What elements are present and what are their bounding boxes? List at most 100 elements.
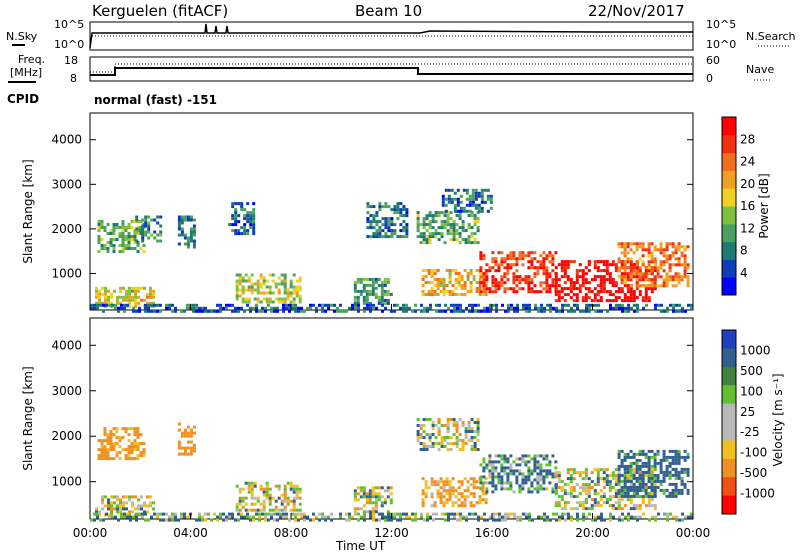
x-tick-label: 16:00 [475,526,510,540]
velocity-region [177,422,196,456]
velocity-colorbar-tick: 1000 [740,343,771,357]
x-tick-label: 08:00 [274,526,309,540]
velocity-colorbar-segment [722,330,736,349]
velocity-region [95,495,155,517]
power-colorbar-tick: 8 [740,244,748,258]
power-colorbar-segment [722,241,736,260]
power-colorbar-segment [722,152,736,171]
velocity-colorbar-tick: -1000 [740,487,775,501]
velocity-colorbar-segment [722,385,736,405]
power-region [617,242,690,288]
beam-title: Beam 10 [355,2,422,20]
power-region [554,260,657,303]
power-colorbar-segment [722,134,736,154]
power-ytick-label: 3000 [51,177,82,191]
power-colorbar-segment [722,277,736,296]
power-colorbar-segment [722,188,736,207]
velocity-colorbar-label: Velocity [m s⁻¹] [771,373,785,466]
cpid-value: normal (fast) -151 [94,93,217,107]
noise-left-tick-bottom: 10^0 [54,38,84,51]
freq-left-tick-bottom: 8 [70,72,77,85]
power-colorbar-tick: 20 [740,177,755,191]
velocity-panel: 1000 2000 3000 4000 Slant Range [km] [21,317,694,522]
velocity-colorbar-tick: 100 [740,384,763,398]
x-tick-label: 20:00 [575,526,610,540]
power-colorbar-frame [721,116,737,296]
freq-label-line1: Freq. [18,53,45,66]
power-colorbar-label: Power [dB] [757,173,771,238]
velocity-region [235,481,302,512]
velocity-region [479,454,558,494]
freq-right-tick-bottom: 0 [706,72,713,85]
power-colorbar-tick: 16 [740,199,755,213]
x-tick-label: 00:00 [676,526,711,540]
freq-left-tick-top: 18 [64,54,78,67]
nave-trace [90,63,693,73]
date-title: 22/Nov/2017 [588,2,685,20]
velocity-colorbar-segment [722,440,736,460]
noise-right-tick-top: 10^5 [706,18,736,31]
power-region [353,277,393,305]
power-colorbar-segment [722,223,736,243]
freq-right-tick-top: 60 [706,54,720,67]
velocity-colorbar-segment [722,495,736,515]
velocity-colorbar-tick: -500 [740,466,767,480]
velocity-colorbar-tick: 500 [740,364,763,378]
power-ytick-label: 2000 [51,222,82,236]
velocity-colorbar-tick: -100 [740,446,767,460]
velocity-region [421,477,488,508]
power-colorbar: 4 8 12 16 20 24 28 Power [dB] [721,116,771,296]
velocity-y-axis-title: Slant Range [km] [21,366,35,470]
power-ytick-label: 4000 [51,133,82,147]
velocity-region [617,449,690,498]
power-region [177,215,196,249]
velocity-colorbar-tick: 25 [740,405,755,419]
power-colorbar-tick: 4 [740,266,748,280]
velocity-ytick-label: 3000 [51,384,82,398]
velocity-colorbar-tick: -25 [740,425,760,439]
power-colorbar-segment [722,206,736,225]
freq-label-line2: [MHz] [10,66,42,79]
velocity-colorbar-segment [722,366,736,386]
x-axis-title: Time UT [335,539,386,553]
station-title: Kerguelen (fitACF) [92,2,228,20]
power-colorbar-segment [722,170,736,189]
power-colorbar-tick: 28 [740,132,755,146]
velocity-region [353,486,393,514]
power-colorbar-tick: 24 [740,155,755,169]
power-region [441,188,493,213]
cpid-label: CPID [7,92,39,106]
velocity-colorbar-frame [721,329,737,515]
power-region [366,202,409,239]
power-ytick-label: 1000 [51,266,82,280]
velocity-colorbar-segment [722,403,736,423]
velocity-region [416,418,480,451]
power-region [235,273,302,304]
frequency-panel: Freq. [MHz] 18 8 60 0 Nave [8,53,774,85]
power-panel: 1000 2000 3000 4000 Slant Range [km] [21,112,694,313]
velocity-region [97,427,146,461]
noise-left-label: N.Sky [6,30,38,43]
x-tick-label: 00:00 [73,526,108,540]
x-tick-label: 12:00 [374,526,409,540]
velocity-colorbar-segment [722,477,736,497]
power-colorbar-tick: 12 [740,221,755,235]
velocity-colorbar-segment [722,458,736,478]
power-colorbar-segment [722,117,736,136]
noise-trace [89,23,693,49]
x-tick-label: 04:00 [173,526,208,540]
power-region [416,211,480,245]
power-y-axis-title: Slant Range [km] [21,159,35,263]
power-region [90,303,693,313]
frequency-trace [90,67,693,76]
power-region [135,215,163,243]
power-colorbar-segment [722,259,736,278]
velocity-region [90,512,693,522]
noise-left-tick-top: 10^5 [54,18,84,31]
noise-panel: N.Sky 10^5 10^0 10^5 10^0 N.Search [6,18,796,51]
power-region [228,202,256,236]
noise-right-label: N.Search [746,30,796,43]
velocity-colorbar-segment [722,348,736,368]
velocity-colorbar: 1000 500 100 25 -25 -100 -500 -1000 Velocity [m … [721,329,785,515]
